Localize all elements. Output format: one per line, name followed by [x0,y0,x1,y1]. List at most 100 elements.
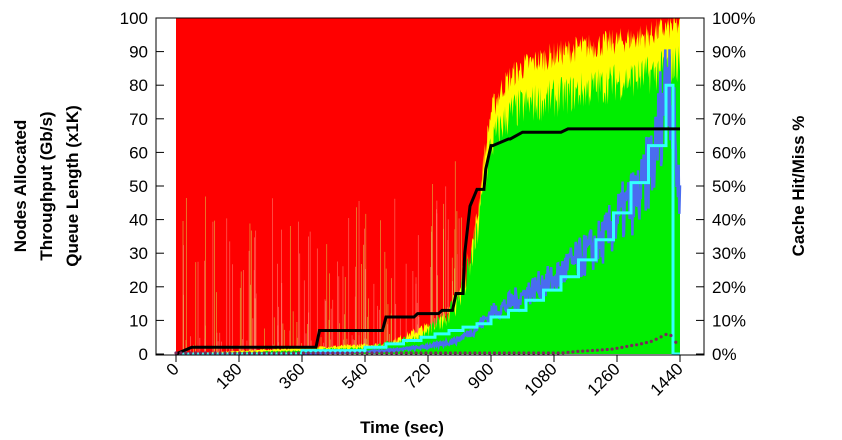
cache-dot [194,351,198,355]
cache-dot [350,351,354,355]
cache-dot [512,351,516,355]
y-tick-label: 10 [129,311,148,330]
queue-length-line [176,83,680,355]
cache-dot [517,351,521,355]
cache-dot [556,351,560,355]
cache-dot [345,351,350,355]
x-tick-label: 1080 [521,359,561,399]
cache-dot [336,351,340,355]
y2-tick-label: 70% [712,110,746,129]
y2-tick-label: 100% [712,9,755,28]
cache-dot [179,351,183,355]
y2-tick-label: 10% [712,311,746,330]
cache-dot [586,349,590,353]
y-axis-title-line-2: Throughput (Gb/s) [37,111,56,260]
y2-tick-label: 50% [712,177,746,196]
cache-dot [600,348,604,352]
cache-dot [252,351,256,355]
cache-dot [468,351,472,355]
y-tick-label: 90 [129,43,148,62]
cache-dot [639,342,644,346]
x-tick-label: 900 [464,359,497,392]
cache-dot [507,351,511,355]
cache-dot [238,351,242,355]
cache-dot [208,351,212,355]
cache-dot [669,333,673,338]
y2-tick-label: 40% [712,211,746,230]
cache-dot [595,348,600,352]
cache-dot [429,351,433,355]
cache-dot [243,351,247,355]
cache-dot [331,351,335,355]
y2-tick-label: 20% [712,278,746,297]
cache-dot [399,351,403,355]
cache-dot [424,351,428,355]
y-tick-label: 30 [129,244,148,263]
cache-dot [541,351,546,355]
cache-dot [257,351,261,355]
y-axis-title-line-3: Queue Length (x1K) [63,105,82,267]
cache-dot [532,351,536,355]
cache-dot [218,351,222,355]
cache-dots-layer [174,332,678,355]
cache-dot [537,351,541,355]
y2-tick-label: 0% [712,345,737,364]
cache-dot [615,346,619,350]
cache-dot [272,351,276,355]
cache-dot [355,351,359,355]
x-tick-label: 360 [275,359,308,392]
cache-dot [644,340,649,345]
cache-dot [311,351,315,355]
cache-dot [635,343,639,347]
x-tick-label: 540 [338,359,371,392]
cache-dot [434,351,438,355]
cache-dot [228,351,232,355]
cache-dot [522,351,526,355]
cache-dot [296,351,301,355]
cache-dot [566,350,570,354]
cache-dot [620,345,624,349]
cache-dot [306,351,310,355]
cache-dot [394,351,399,355]
cache-dot [301,351,305,355]
y-tick-label: 80 [129,76,148,95]
cache-dot [370,351,374,355]
cache-dot [316,351,320,355]
cache-dot [581,349,585,353]
cache-dot [605,347,609,352]
cache-dot [404,351,408,355]
cache-dot [247,351,252,355]
cache-dot [478,351,482,355]
cache-dot [409,351,413,355]
cache-dot [375,351,379,355]
cache-dot [233,351,237,355]
cache-dot [189,351,193,355]
y-axis-title-line-1: Nodes Allocated [11,120,30,253]
x-tick-label: 1260 [584,359,624,399]
y2-tick-label: 30% [712,244,746,263]
x-tick-label: 0 [163,359,183,379]
cache-dot [326,351,330,355]
cache-dot [287,351,291,355]
cache-dot [390,351,394,355]
cache-dot [590,348,595,353]
cache-dot [630,343,634,348]
y2-axis-title: Cache Hit/Miss % [789,116,808,257]
x-tick-label: 720 [401,359,434,392]
cache-dot [488,351,492,355]
cache-dot [610,347,614,351]
cache-dot [654,337,658,341]
y-tick-label: 60 [129,143,148,162]
cache-dot [439,351,443,355]
cache-dot [282,351,286,355]
cache-dot [502,351,506,355]
cache-dot [419,351,423,355]
cache-dot [576,349,580,353]
cache-dot [458,351,462,355]
cache-dot [497,351,501,355]
cache-dot [198,351,203,355]
y2-tick-label: 60% [712,143,746,162]
nodes-allocated-line [175,127,680,355]
cache-dot [321,351,325,355]
